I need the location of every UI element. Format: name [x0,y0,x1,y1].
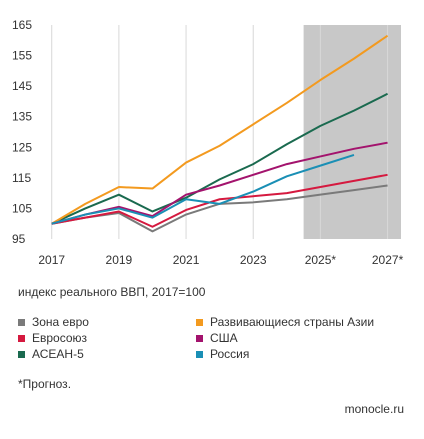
legend-label: Развивающиеся страны Азии [210,315,375,329]
y-tick-label: 95 [12,232,26,246]
y-tick-label: 125 [12,140,32,154]
source-label: monocle.ru [344,402,404,416]
y-tick-label: 115 [12,171,31,185]
x-tick-label: 2027* [372,253,404,267]
legend-item-euro-area: Зона евро [18,315,89,329]
legend-swatch [196,334,203,342]
legend-item-russia: Россия [196,347,249,361]
y-tick-label: 135 [12,110,32,124]
legend-label: Россия [210,347,250,361]
legend-item-eu: Евросоюз [18,331,87,345]
y-tick-label: 105 [12,201,32,215]
gdp-line-chart: 95 105 115 125 135 145 155 165 2017 2019 2021 2023… [12,18,404,267]
x-tick-label: 2021 [173,253,200,267]
chart-caption: индекс реального ВВП, 2017=100 [18,285,206,299]
x-axis-ticks: 2017 2019 2021 2023 2025* 2027* [38,253,403,267]
series-line-2 [51,92,389,225]
legend-label: Евросоюз [32,331,88,345]
series-line-3 [51,34,389,225]
x-tick-label: 2025* [305,253,337,267]
legend-swatch [196,350,203,358]
forecast-shaded-region [303,25,401,239]
legend-item-usa: США [196,331,238,345]
legend-label: США [210,331,238,345]
legend-swatch [196,318,203,326]
legend-swatch [18,350,25,358]
y-tick-label: 155 [12,49,32,63]
vertical-gridlines [51,25,389,239]
legend-label: Зона евро [32,315,89,329]
x-tick-label: 2017 [38,253,65,267]
legend-label: АСЕАН-5 [32,347,84,361]
series-line-5 [51,153,355,225]
series-line-4 [51,141,388,225]
series-lines [51,34,389,233]
legend-item-emerging-asia: Развивающиеся страны Азии [196,315,374,329]
legend-item-asean5: АСЕАН-5 [18,347,84,361]
series-line-1 [51,173,388,228]
y-axis-ticks: 95 105 115 125 135 145 155 165 [12,18,32,246]
x-tick-label: 2019 [106,253,133,267]
legend-swatch [18,334,25,342]
y-tick-label: 165 [12,18,32,32]
legend-swatch [18,318,25,326]
x-tick-label: 2023 [240,253,267,267]
y-tick-label: 145 [12,79,32,93]
forecast-footnote: *Прогноз. [18,377,72,391]
